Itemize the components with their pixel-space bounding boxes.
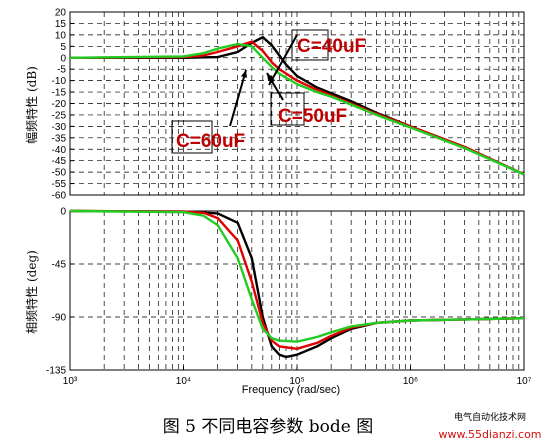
- x-tick-label: 10⁵: [289, 376, 304, 387]
- watermark-line-1: 电气自动化技术网: [454, 411, 526, 423]
- magnitude-ytick-label: -40: [52, 145, 67, 156]
- magnitude-series-c-60uf: [69, 42, 525, 176]
- x-tick-label: 10³: [63, 376, 78, 387]
- magnitude-ytick-label: 10: [55, 30, 67, 41]
- annotation-arrow-3: [229, 69, 247, 127]
- magnitude-y-axis-label: 幅频特性 (dB): [24, 66, 39, 144]
- magnitude-ytick-label: -60: [52, 191, 67, 202]
- magnitude-ytick-label: -15: [52, 88, 67, 99]
- annotation-arrow-1: [268, 34, 298, 86]
- phase-plot-frame: [69, 210, 525, 371]
- x-tick-label: 10⁴: [176, 376, 191, 387]
- phase-ytick-label: -90: [52, 313, 67, 324]
- magnitude-ytick-label: -20: [52, 99, 67, 110]
- magnitude-ytick-label: -25: [52, 110, 67, 121]
- annotation-box-2: [270, 92, 305, 126]
- x-axis-label: Frequency (rad/sec): [242, 384, 340, 396]
- annotation-label-3: C=60uF: [176, 131, 245, 152]
- magnitude-ytick-label: 0: [60, 53, 66, 64]
- phase-ytick-label: 0: [60, 207, 66, 218]
- x-tick-label: 10⁷: [517, 376, 532, 387]
- figure-caption: 图 5 不同电容参数 bode 图: [163, 417, 374, 437]
- magnitude-ytick-label: -50: [52, 168, 67, 179]
- magnitude-ytick-label: -10: [52, 76, 67, 87]
- magnitude-ytick-label: -55: [52, 179, 67, 190]
- phase-y-axis-label: 相频特性 (deg): [24, 250, 39, 334]
- magnitude-ytick-label: -35: [52, 133, 67, 144]
- magnitude-ytick-label: -5: [57, 65, 66, 76]
- magnitude-ytick-label: 20: [55, 8, 67, 19]
- magnitude-ytick-label: -30: [52, 122, 67, 133]
- annotation-label-1: C=40uF: [297, 36, 366, 57]
- annotation-label-2: C=50uF: [278, 106, 347, 127]
- annotation-arrowhead-2: [267, 73, 274, 81]
- annotation-box-3: [171, 120, 213, 154]
- phase-ytick-label: -135: [46, 366, 66, 377]
- phase-ytick-label: -45: [52, 260, 67, 271]
- annotation-arrowhead-3: [241, 70, 247, 78]
- x-tick-label: 10⁶: [403, 376, 418, 387]
- magnitude-ytick-label: -45: [52, 156, 67, 167]
- watermark-line-2: www.55dianzi.com: [438, 428, 541, 441]
- magnitude-ytick-label: 5: [60, 42, 66, 53]
- magnitude-ytick-label: 15: [55, 19, 67, 30]
- phase-series-c-60uf: [69, 209, 525, 343]
- magnitude-panel: 20151050-5-10-15-20-25-30-35-40-45-50-55…: [52, 8, 525, 202]
